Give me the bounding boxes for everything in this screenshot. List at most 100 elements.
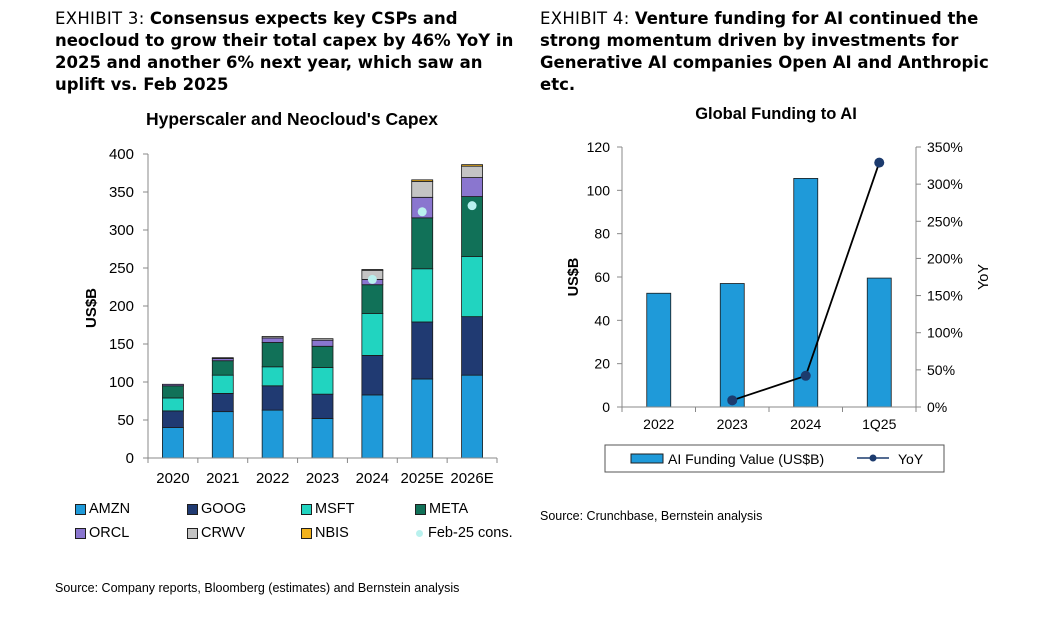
capex-bar-crwv: [261, 335, 284, 339]
capex-bar-meta: [411, 217, 434, 270]
capex-bar-nbis: [411, 179, 434, 182]
capex-legend-swatch: [416, 529, 423, 537]
funding-bar: [719, 283, 745, 408]
capex-bar-orcl: [461, 177, 483, 197]
funding-y2-tick-label: 350%: [927, 139, 963, 155]
capex-y-tick-label: 50: [117, 412, 134, 429]
capex-legend-item: ORCL: [75, 525, 129, 541]
capex-legend-item: NBIS: [301, 525, 349, 541]
capex-feb25-marker: [367, 274, 377, 284]
capex-x-tick-label: 2020: [156, 470, 189, 487]
capex-y-tick-label: 200: [109, 298, 134, 315]
capex-bar-nbis: [461, 164, 483, 167]
capex-legend-swatch: [301, 503, 312, 515]
source-right: Source: Crunchbase, Bernstein analysis: [540, 509, 763, 523]
funding-legend-swatch-marker: [869, 454, 877, 462]
capex-x-tick-label: 2025E: [401, 470, 444, 487]
funding-y2-tick-label: 100%: [927, 325, 963, 341]
capex-legend-swatch: [75, 503, 86, 515]
capex-y-tick-label: 0: [126, 450, 134, 467]
capex-legend-item: AMZN: [75, 501, 130, 517]
capex-bar-orcl: [211, 358, 234, 362]
funding-yoy-marker: [800, 370, 811, 381]
capex-legend-item: Feb-25 cons.: [415, 525, 513, 541]
capex-bar-crwv: [211, 357, 234, 359]
funding-y-tick-label: 0: [602, 399, 610, 415]
capex-x-tick-label: 2026E: [450, 470, 493, 487]
funding-y-tick-label: 60: [594, 269, 610, 285]
exhibit-3-text: Consensus expects key CSPs and neocloud …: [55, 9, 514, 94]
capex-bar-goog: [211, 392, 234, 413]
capex-y-tick-label: 300: [109, 222, 134, 239]
capex-bar-orcl: [162, 383, 184, 387]
exhibit-4-text: Venture funding for AI continued the str…: [540, 9, 989, 94]
capex-legend-swatch: [187, 527, 198, 539]
capex-bar-msft: [261, 366, 284, 387]
capex-legend-swatch: [415, 503, 426, 515]
capex-bar-goog: [162, 410, 184, 429]
funding-y2-tick-label: 250%: [927, 213, 963, 229]
capex-bar-meta: [311, 345, 334, 368]
capex-y-tick-label: 100: [109, 374, 134, 391]
capex-bar-meta: [211, 360, 234, 376]
capex-bar-crwv: [461, 165, 483, 178]
capex-bar-meta: [162, 385, 184, 399]
funding-y-tick-label: 20: [594, 356, 610, 372]
capex-legend-label: AMZN: [89, 501, 131, 517]
capex-legend-item: MSFT: [301, 501, 354, 517]
capex-bar-amzn: [461, 374, 483, 459]
capex-legend-label: META: [429, 501, 469, 517]
capex-bar-meta: [261, 342, 284, 368]
funding-chart-title: Global Funding to AI: [695, 105, 857, 123]
capex-legend-label: Feb-25 cons.: [428, 525, 513, 541]
capex-x-tick-label: 2022: [256, 470, 289, 487]
capex-bar-goog: [311, 393, 334, 419]
capex-bar-orcl: [361, 278, 384, 286]
capex-legend-swatch: [187, 503, 198, 515]
funding-legend-swatch-bar: [630, 453, 664, 464]
capex-bar-crwv: [311, 338, 334, 341]
capex-bar-crwv: [361, 269, 384, 280]
funding-y2-tick-label: 200%: [927, 250, 963, 266]
capex-y-tick-label: 400: [109, 146, 134, 163]
funding-y2-tick-label: 300%: [927, 176, 963, 192]
funding-bar: [866, 277, 892, 408]
funding-x-tick-label: 1Q25: [862, 416, 896, 432]
funding-bar: [646, 292, 672, 408]
funding-y-tick-label: 100: [587, 182, 611, 198]
capex-legend-swatch: [75, 527, 86, 539]
funding-y-tick-label: 80: [594, 226, 610, 242]
capex-bar-msft: [162, 397, 184, 412]
capex-bar-nbis: [361, 269, 384, 271]
capex-bar-amzn: [162, 427, 184, 459]
source-left: Source: Company reports, Bloomberg (esti…: [55, 581, 460, 595]
funding-x-tick-label: 2022: [643, 416, 674, 432]
funding-yoy-marker: [727, 395, 738, 406]
funding-legend-label-line: YoY: [898, 451, 924, 467]
capex-legend-swatch: [301, 527, 312, 539]
capex-bar-goog: [411, 321, 434, 380]
capex-bar-amzn: [261, 409, 284, 459]
capex-bar-msft: [361, 313, 384, 356]
funding-y-tick-label: 120: [587, 139, 611, 155]
capex-legend-label: GOOG: [201, 501, 247, 517]
capex-x-tick-label: 2024: [356, 470, 389, 487]
capex-y-tick-label: 250: [109, 260, 134, 277]
capex-feb25-marker: [417, 207, 427, 217]
capex-x-tick-label: 2021: [206, 470, 239, 487]
funding-y-axis-label: US$B: [566, 258, 582, 297]
capex-legend-label: NBIS: [315, 525, 349, 541]
capex-chart-title: Hyperscaler and Neocloud's Capex: [146, 109, 438, 129]
capex-bar-msft: [411, 268, 434, 323]
exhibit-3-heading: EXHIBIT 3: Consensus expects key CSPs an…: [55, 8, 525, 96]
funding-y2-axis-label: YoY: [976, 264, 992, 290]
capex-legend-item: META: [415, 501, 468, 517]
capex-bar-orcl: [311, 339, 334, 347]
capex-bar-msft: [461, 256, 483, 318]
capex-bar-msft: [211, 374, 234, 394]
funding-y-tick-label: 40: [594, 312, 610, 328]
capex-bar-msft: [311, 367, 334, 395]
capex-bar-amzn: [311, 418, 334, 459]
capex-bar-goog: [261, 385, 284, 411]
capex-x-tick-label: 2023: [306, 470, 339, 487]
